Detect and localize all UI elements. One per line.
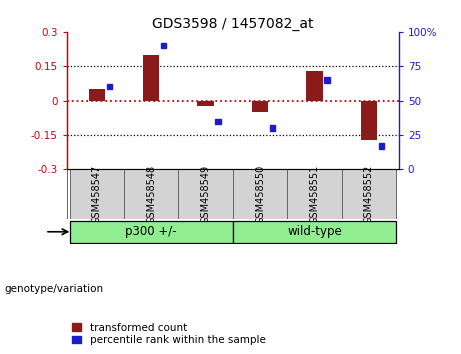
Bar: [70, 221, 233, 243]
Text: GSM458552: GSM458552: [364, 165, 374, 224]
Text: GSM458547: GSM458547: [92, 165, 102, 224]
Bar: [143, 55, 160, 101]
Bar: [361, 101, 377, 139]
Text: wild-type: wild-type: [287, 225, 342, 238]
Bar: [287, 169, 342, 219]
Bar: [124, 169, 178, 219]
Text: p300 +/-: p300 +/-: [125, 225, 177, 238]
Bar: [233, 169, 287, 219]
Bar: [106, 84, 112, 90]
Bar: [233, 221, 396, 243]
Bar: [342, 169, 396, 219]
Bar: [161, 43, 166, 48]
Bar: [378, 143, 384, 149]
Text: GSM458549: GSM458549: [201, 165, 211, 224]
Bar: [215, 119, 221, 124]
Bar: [89, 89, 105, 101]
Legend: transformed count, percentile rank within the sample: transformed count, percentile rank withi…: [72, 322, 266, 345]
Title: GDS3598 / 1457082_at: GDS3598 / 1457082_at: [152, 17, 313, 31]
Bar: [306, 71, 323, 101]
Bar: [324, 78, 330, 82]
Bar: [252, 101, 268, 112]
Text: GSM458551: GSM458551: [309, 165, 319, 224]
Bar: [178, 169, 233, 219]
Text: GSM458548: GSM458548: [146, 165, 156, 224]
Bar: [197, 101, 214, 106]
Bar: [70, 169, 124, 219]
Text: GSM458550: GSM458550: [255, 165, 265, 224]
Bar: [270, 125, 275, 131]
Text: genotype/variation: genotype/variation: [5, 284, 104, 293]
